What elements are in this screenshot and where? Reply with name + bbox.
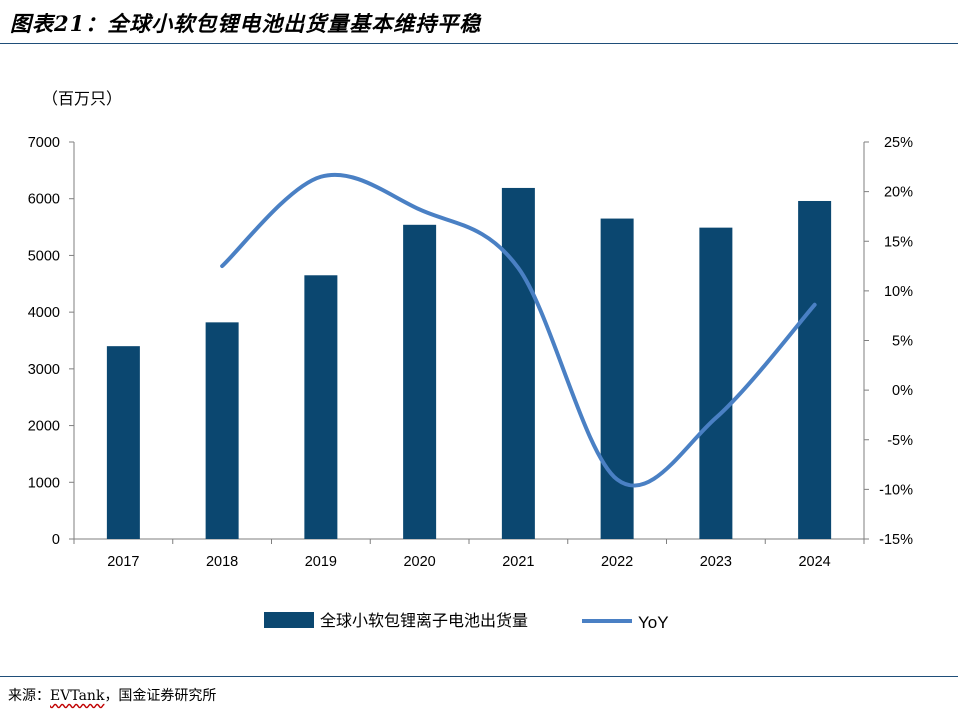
y-left-tick-label: 2000 bbox=[28, 419, 60, 435]
x-tick-label: 2017 bbox=[107, 554, 139, 570]
x-tick-label: 2018 bbox=[206, 554, 238, 570]
tick-labels: 0 1000 2000 3000 4000 5000 6000 7000 -15% -10% -5%… bbox=[28, 135, 913, 570]
yoy-series bbox=[220, 172, 817, 488]
y-left-tick-label: 7000 bbox=[28, 135, 60, 151]
bar bbox=[798, 200, 832, 540]
y-right-tick-label: -10% bbox=[879, 482, 913, 498]
y-left-tick-label: 4000 bbox=[28, 305, 60, 321]
y-right-tick-label: 10% bbox=[884, 284, 913, 300]
unit-label: （百万只） bbox=[42, 89, 122, 108]
x-tick-label: 2022 bbox=[601, 554, 633, 570]
y-right-tick-label: 25% bbox=[884, 135, 913, 151]
y-left-tick-label: 1000 bbox=[28, 475, 60, 491]
bar bbox=[106, 346, 140, 539]
x-tick-label: 2021 bbox=[502, 554, 534, 570]
bar bbox=[304, 275, 338, 539]
yoy-line bbox=[220, 172, 817, 488]
x-tick-label: 2020 bbox=[403, 554, 435, 570]
bar bbox=[600, 218, 634, 540]
legend-label-yoy: YoY bbox=[638, 613, 669, 632]
x-tick-label: 2019 bbox=[305, 554, 337, 570]
y-right-tick-label: -15% bbox=[879, 532, 913, 548]
x-tick-label: 2024 bbox=[798, 554, 830, 570]
y-left-tick-label: 0 bbox=[52, 532, 60, 548]
y-left-tick-label: 5000 bbox=[28, 248, 60, 264]
y-left-tick-label: 6000 bbox=[28, 192, 60, 208]
y-right-tick-label: 15% bbox=[884, 234, 913, 250]
chart-axes bbox=[69, 141, 869, 544]
bar bbox=[699, 227, 733, 540]
legend: 全球小软包锂离子电池出货量 YoY bbox=[264, 611, 669, 632]
footer-rule bbox=[0, 676, 958, 677]
title-rule bbox=[0, 43, 958, 44]
legend-label-bar: 全球小软包锂离子电池出货量 bbox=[320, 611, 528, 630]
bar-series bbox=[106, 187, 832, 540]
source-note: 来源：EVTank，国金证券研究所 bbox=[8, 685, 216, 705]
source-label: 来源： bbox=[8, 688, 50, 704]
bar bbox=[403, 224, 437, 539]
y-right-tick-label: 20% bbox=[884, 185, 913, 201]
x-tick-label: 2023 bbox=[700, 554, 732, 570]
y-right-tick-label: 0% bbox=[892, 383, 913, 399]
source-org: EVTank bbox=[50, 688, 105, 704]
source-rest: ，国金证券研究所 bbox=[104, 688, 217, 704]
y-right-tick-label: 5% bbox=[892, 334, 913, 350]
bar bbox=[501, 187, 535, 539]
bar bbox=[205, 322, 239, 539]
y-right-tick-label: -5% bbox=[887, 433, 913, 449]
y-left-tick-label: 3000 bbox=[28, 362, 60, 378]
legend-swatch-bar bbox=[264, 612, 314, 628]
figure-title: 图表21：全球小软包锂电池出货量基本维持平稳 bbox=[10, 11, 482, 36]
